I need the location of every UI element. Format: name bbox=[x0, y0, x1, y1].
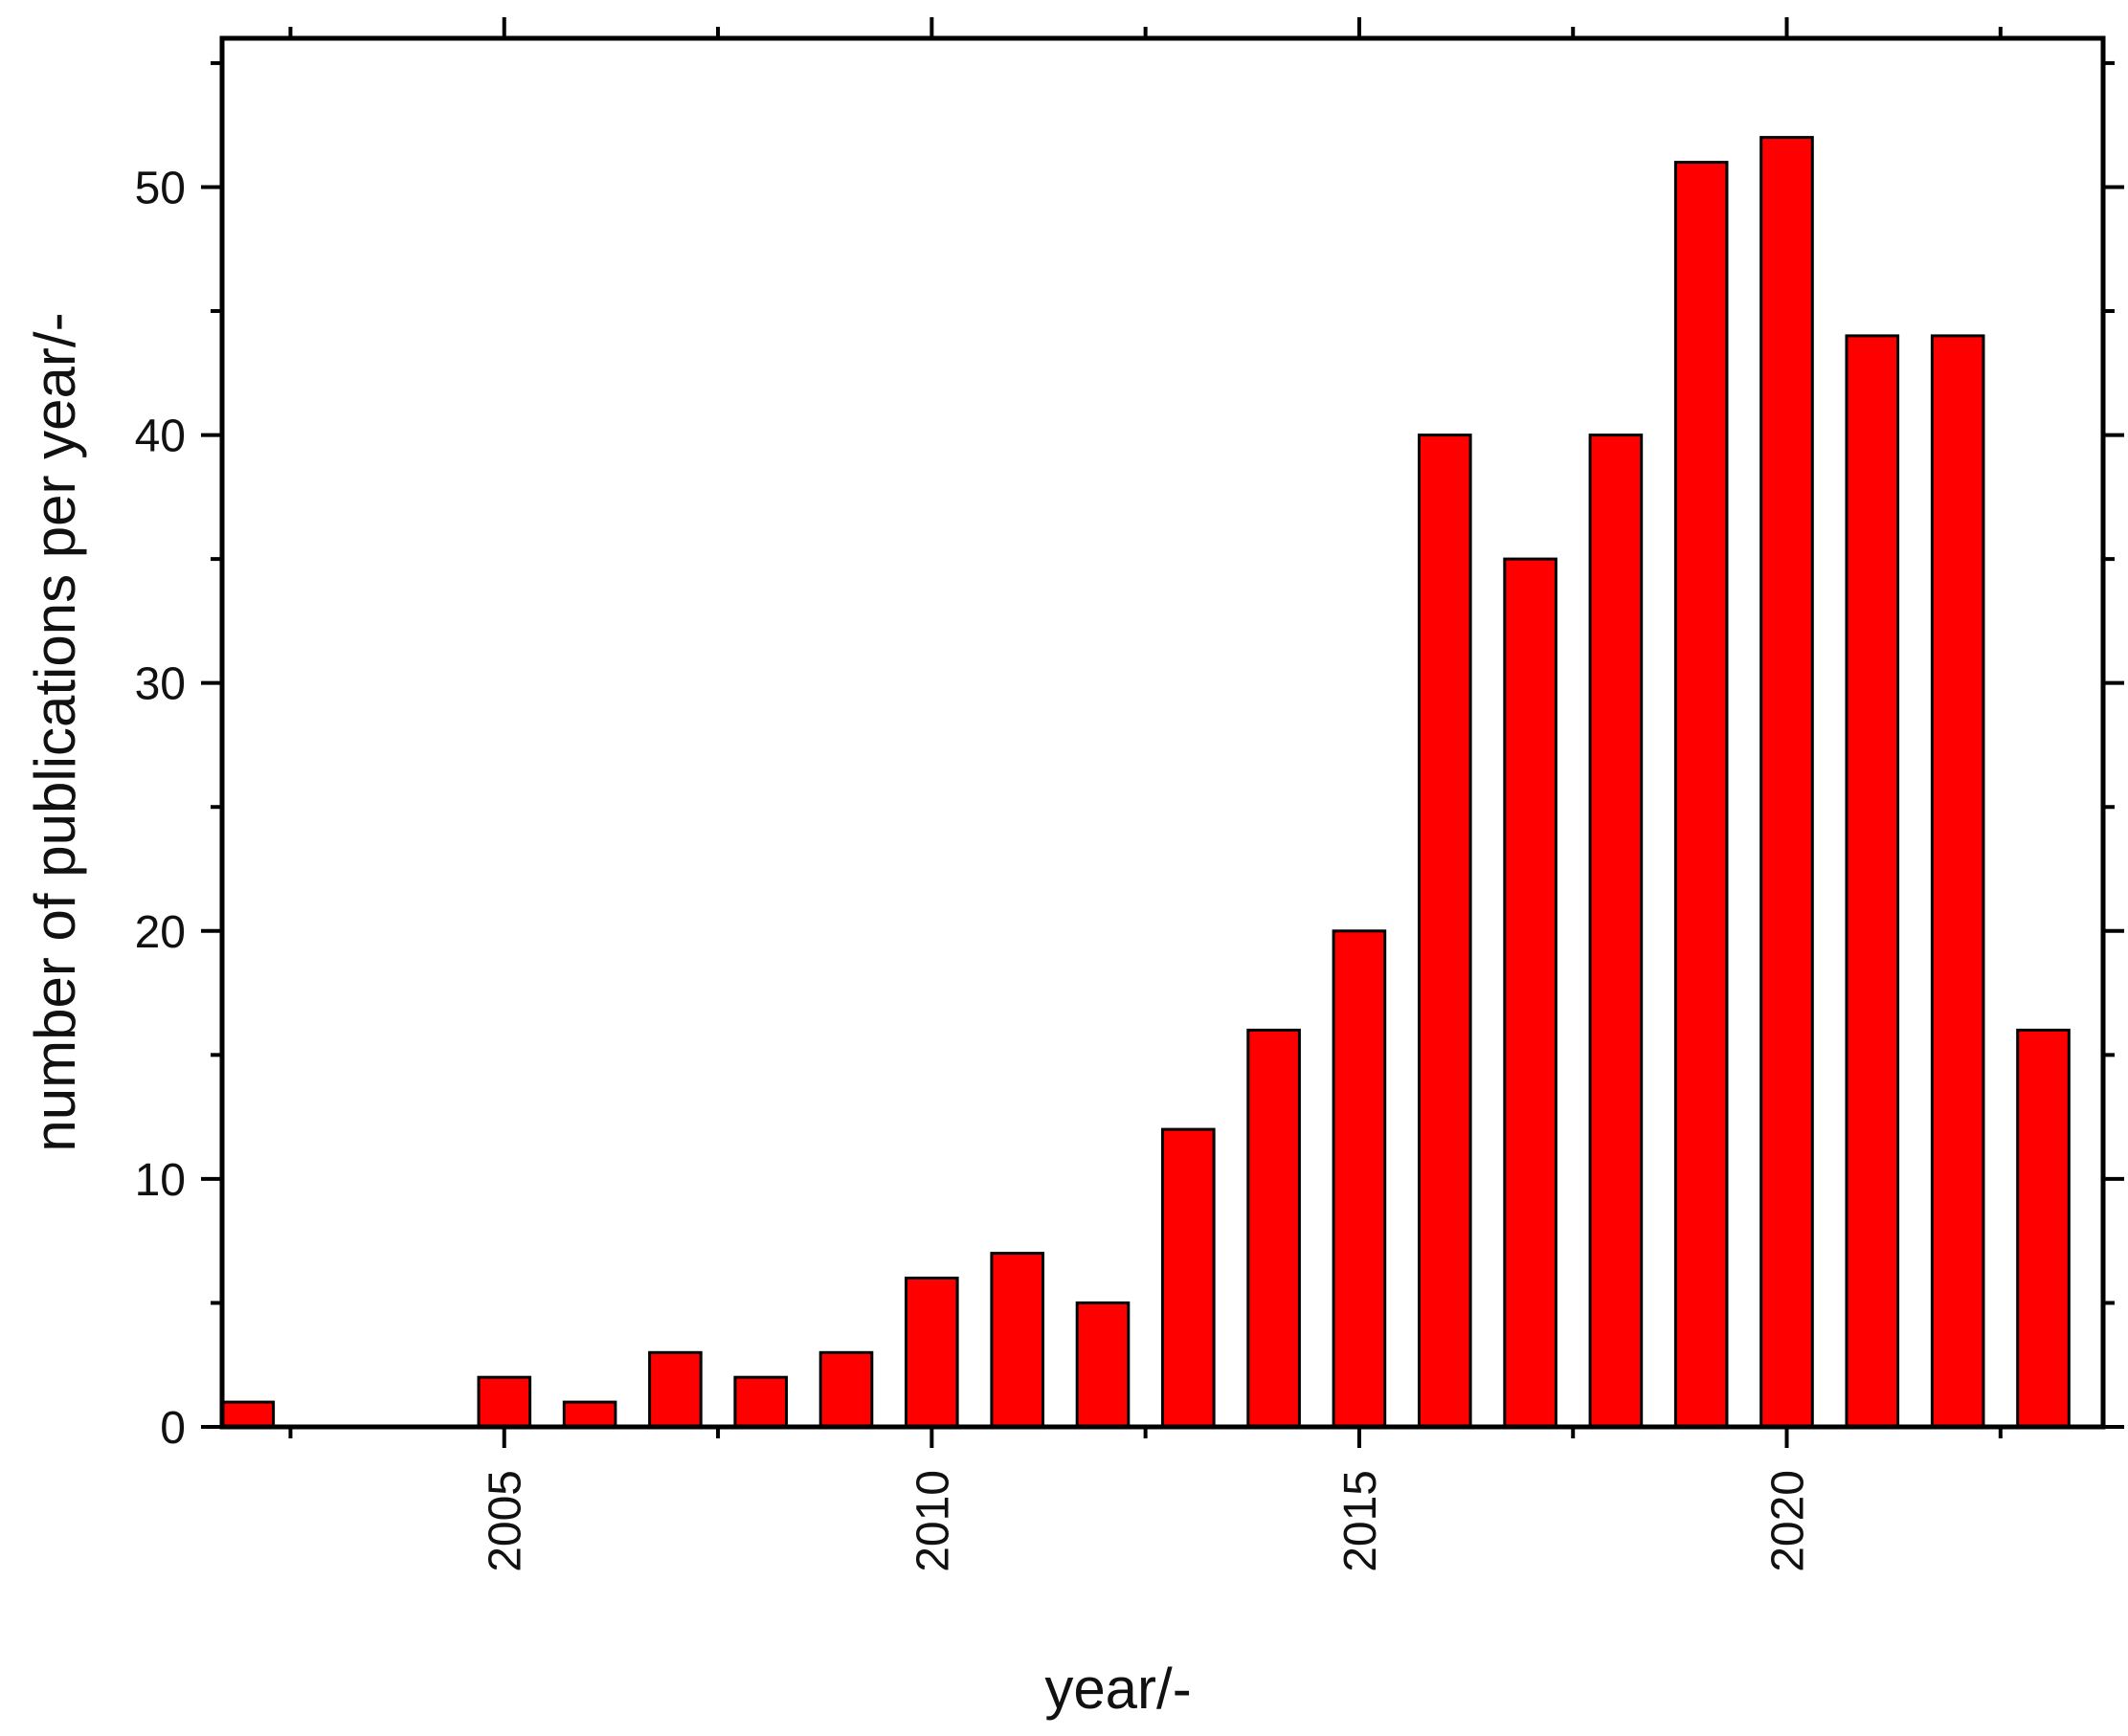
bar-2013 bbox=[1161, 1127, 1216, 1429]
x-tick-label: 2020 bbox=[1763, 1470, 1814, 1572]
bars-group bbox=[220, 136, 2071, 1429]
bar-2022 bbox=[1930, 334, 1985, 1429]
bar-2012 bbox=[1075, 1301, 1131, 1429]
bar-2017 bbox=[1503, 557, 1557, 1429]
bar-2011 bbox=[990, 1252, 1045, 1429]
bar-2016 bbox=[1418, 434, 1472, 1429]
bar-2009 bbox=[818, 1350, 874, 1429]
y-tick-label: 0 bbox=[160, 1403, 186, 1454]
bar-2002 bbox=[220, 1400, 276, 1429]
bar-2021 bbox=[1845, 334, 1900, 1429]
bar-2008 bbox=[733, 1375, 789, 1429]
y-tick-label: 30 bbox=[135, 659, 186, 710]
y-tick-label: 10 bbox=[135, 1155, 186, 1206]
bar-2010 bbox=[905, 1277, 959, 1429]
bar-2005 bbox=[477, 1375, 532, 1429]
x-tick-label: 2005 bbox=[481, 1470, 531, 1572]
bar-2023 bbox=[2016, 1028, 2071, 1429]
y-axis-label: number of publications per year/- bbox=[23, 312, 87, 1151]
bar-2006 bbox=[562, 1400, 617, 1429]
bar-2018 bbox=[1588, 434, 1644, 1429]
y-tick-label: 40 bbox=[135, 412, 186, 462]
x-tick-label: 2015 bbox=[1335, 1470, 1386, 1572]
bar-2007 bbox=[648, 1350, 703, 1429]
ticks-group bbox=[201, 17, 2124, 1448]
bar-2015 bbox=[1332, 929, 1387, 1429]
x-tick-label: 2010 bbox=[907, 1470, 958, 1572]
tick-labels-group: 0 10 20 30 40 50 2005 2010 2015 2020 bbox=[135, 163, 1814, 1571]
bar-2014 bbox=[1246, 1028, 1301, 1429]
x-axis-label: year/- bbox=[1044, 1657, 1191, 1721]
plot-frame bbox=[219, 35, 2106, 1430]
y-tick-label: 50 bbox=[135, 163, 186, 213]
bar-2020 bbox=[1759, 136, 1814, 1429]
bar-2019 bbox=[1673, 161, 1729, 1429]
y-tick-label: 20 bbox=[135, 907, 186, 958]
